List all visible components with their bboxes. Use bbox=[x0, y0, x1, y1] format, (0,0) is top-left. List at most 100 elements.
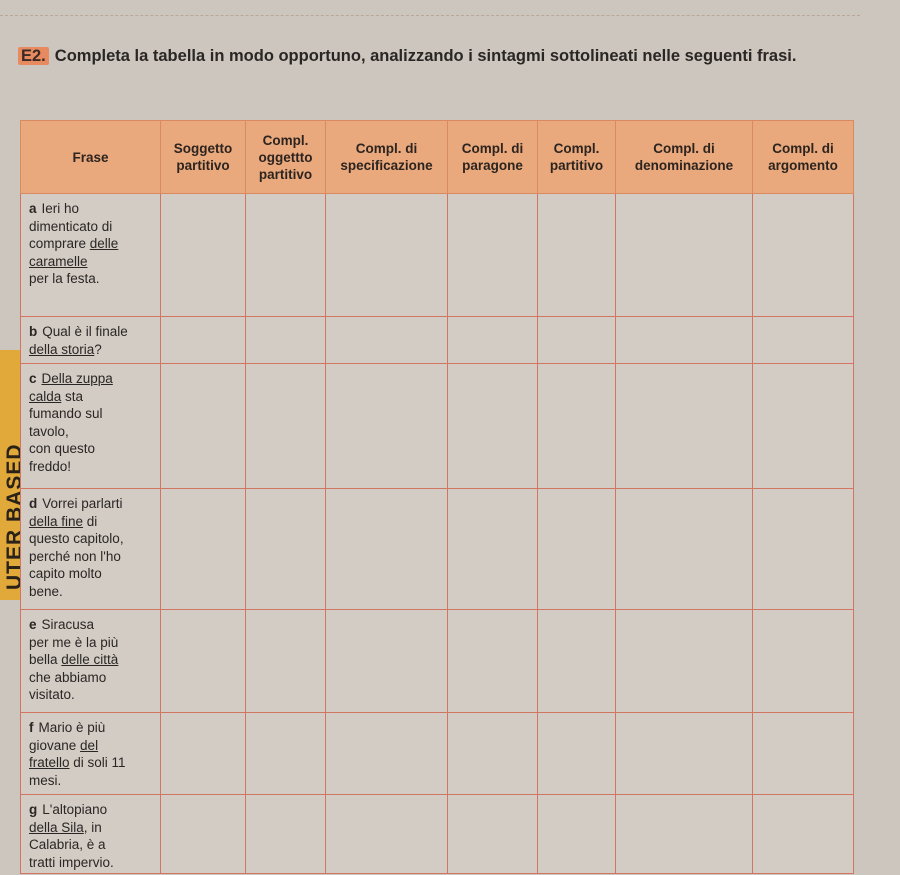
sentence-line: mesi. bbox=[29, 772, 156, 790]
sentence-line: fratello di soli 11 bbox=[29, 754, 156, 772]
answer-cell[interactable] bbox=[160, 363, 246, 489]
sentence-cell: a Ieri ho dimenticato di comprare delle cara… bbox=[20, 193, 161, 317]
sentence-line: per la festa. bbox=[29, 270, 156, 288]
answer-cell[interactable] bbox=[752, 316, 854, 364]
underlined-phrase: delle bbox=[89, 236, 119, 251]
answer-cell[interactable] bbox=[537, 712, 616, 795]
sentence-text: tavolo, bbox=[29, 423, 69, 439]
answer-cell[interactable] bbox=[752, 794, 854, 874]
answer-cell[interactable] bbox=[325, 794, 448, 874]
answer-cell[interactable] bbox=[245, 316, 326, 364]
answer-cell[interactable] bbox=[615, 712, 753, 795]
answer-cell[interactable] bbox=[447, 794, 538, 874]
answer-cell[interactable] bbox=[447, 488, 538, 610]
sentence-line: della Sila, in bbox=[29, 819, 156, 837]
answer-cell[interactable] bbox=[752, 363, 854, 489]
underlined-phrase: caramelle bbox=[29, 253, 88, 269]
answer-cell[interactable] bbox=[615, 316, 753, 364]
sentence-text: con questo bbox=[29, 441, 96, 456]
answer-cell[interactable] bbox=[537, 363, 616, 489]
sentence-text: fumando sul bbox=[29, 406, 103, 421]
sentence-text: Ieri ho bbox=[41, 201, 80, 216]
sentence-text: freddo! bbox=[29, 458, 72, 474]
instruction-text: Completa la tabella in modo opportuno, a… bbox=[54, 47, 797, 65]
answer-cell[interactable] bbox=[447, 712, 538, 795]
sentence-line: comprare delle bbox=[29, 235, 156, 253]
answer-cell[interactable] bbox=[447, 316, 538, 364]
answer-cell[interactable] bbox=[160, 712, 246, 795]
answer-cell[interactable] bbox=[615, 193, 753, 317]
answer-cell[interactable] bbox=[537, 193, 616, 317]
answer-cell[interactable] bbox=[245, 488, 326, 610]
sentence-text: perché non l'ho bbox=[29, 548, 121, 564]
sentence-letter: f bbox=[29, 720, 34, 735]
sentence-line: per me è la più bbox=[29, 634, 156, 652]
answer-cell[interactable] bbox=[752, 193, 854, 317]
sentence-text: mesi. bbox=[29, 772, 62, 788]
answer-cell[interactable] bbox=[245, 794, 326, 874]
answer-cell[interactable] bbox=[447, 193, 538, 317]
sentence-line: caramelle bbox=[29, 253, 156, 271]
column-header: Compl. di argomento bbox=[752, 120, 854, 194]
sentence-text: Qual è il finale bbox=[42, 324, 128, 339]
underlined-phrase: fratello bbox=[29, 755, 70, 770]
answer-cell[interactable] bbox=[537, 794, 616, 874]
answer-cell[interactable] bbox=[325, 609, 448, 713]
sentence-text: di soli 11 bbox=[69, 755, 126, 770]
sentence-line: della storia? bbox=[29, 341, 156, 359]
answer-cell[interactable] bbox=[245, 363, 326, 489]
answer-cell[interactable] bbox=[325, 363, 448, 489]
answer-cell[interactable] bbox=[537, 609, 616, 713]
sentence-line: bella delle città bbox=[29, 651, 156, 669]
sentence-text: giovane bbox=[29, 737, 81, 753]
answer-cell[interactable] bbox=[160, 488, 246, 610]
answer-cell[interactable] bbox=[325, 193, 448, 317]
sentence-text: , in bbox=[83, 819, 102, 835]
answer-cell[interactable] bbox=[160, 316, 246, 364]
sentence-line: perché non l'ho bbox=[29, 548, 156, 566]
answer-cell[interactable] bbox=[615, 363, 753, 489]
sentence-line: tavolo, bbox=[29, 423, 156, 441]
sentence-text: bella bbox=[29, 652, 62, 667]
answer-cell[interactable] bbox=[615, 609, 753, 713]
answer-cell[interactable] bbox=[752, 609, 854, 713]
sentence-cell: f Mario è più giovane del fratello di soli… bbox=[20, 712, 161, 795]
answer-cell[interactable] bbox=[160, 609, 246, 713]
column-header: Compl. di paragone bbox=[447, 120, 538, 194]
table-row: b Qual è il finale della storia? bbox=[20, 316, 854, 364]
answer-cell[interactable] bbox=[537, 316, 616, 364]
answer-cell[interactable] bbox=[325, 488, 448, 610]
underlined-phrase: della storia bbox=[29, 341, 95, 357]
answer-cell[interactable] bbox=[325, 712, 448, 795]
answer-cell[interactable] bbox=[752, 488, 854, 610]
sentence-line: f Mario è più bbox=[29, 719, 156, 737]
answer-cell[interactable] bbox=[752, 712, 854, 795]
table-row: a Ieri ho dimenticato di comprare delle cara… bbox=[20, 193, 854, 317]
column-header: Compl. oggettto partitivo bbox=[245, 120, 326, 194]
column-header: Compl. di specificazione bbox=[325, 120, 448, 194]
sentence-line: d Vorrei parlarti bbox=[29, 495, 156, 513]
sentence-line: fumando sul bbox=[29, 405, 156, 423]
sentence-line: con questo bbox=[29, 440, 156, 458]
answer-cell[interactable] bbox=[160, 794, 246, 874]
answer-cell[interactable] bbox=[160, 193, 246, 317]
sentence-cell: d Vorrei parlarti della fine di questo capi… bbox=[20, 488, 161, 610]
answer-cell[interactable] bbox=[245, 193, 326, 317]
answer-cell[interactable] bbox=[245, 609, 326, 713]
answer-cell[interactable] bbox=[615, 488, 753, 610]
underlined-phrase: Della zuppa bbox=[41, 371, 113, 386]
answer-cell[interactable] bbox=[447, 609, 538, 713]
header-row: Frase Soggetto partitivo Compl. oggettto p… bbox=[20, 120, 854, 194]
table-row: c Della zuppa calda sta fumando sul tavolo,… bbox=[20, 363, 854, 489]
underlined-phrase: della fine bbox=[29, 513, 84, 529]
sentence-text: per me è la più bbox=[29, 634, 119, 650]
sentence-text: Calabria, è a bbox=[29, 837, 106, 852]
answer-cell[interactable] bbox=[325, 316, 448, 364]
answer-cell[interactable] bbox=[537, 488, 616, 610]
answer-cell[interactable] bbox=[615, 794, 753, 874]
answer-cell[interactable] bbox=[245, 712, 326, 795]
sentence-text: L'altopiano bbox=[42, 802, 108, 817]
sentence-letter: d bbox=[29, 496, 38, 511]
answer-cell[interactable] bbox=[447, 363, 538, 489]
sentence-text: questo capitolo, bbox=[29, 531, 124, 546]
